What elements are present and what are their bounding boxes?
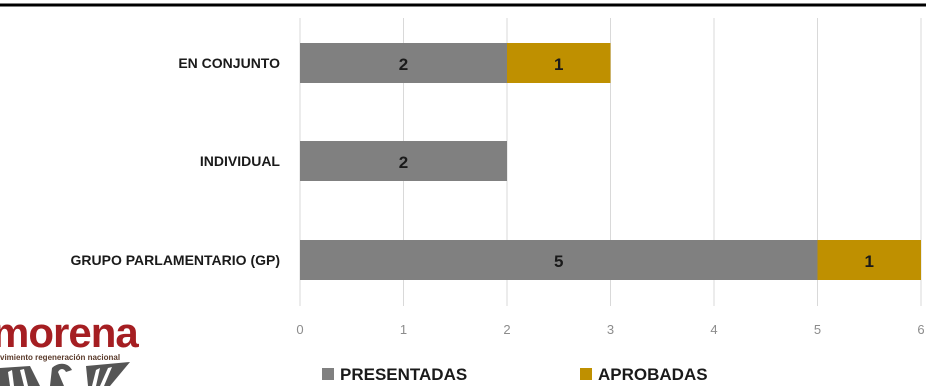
category-labels: EN CONJUNTO INDIVIDUAL GRUPO PARLAMENTARIO… <box>71 55 281 268</box>
legend-swatch <box>322 368 334 380</box>
x-tick-labels: 0 1 2 3 4 5 6 <box>296 322 924 337</box>
x-tick-label: 5 <box>814 322 821 337</box>
legend-label: PRESENTADAS <box>340 365 467 384</box>
bar-value-label: 2 <box>399 153 408 172</box>
category-label: INDIVIDUAL <box>200 153 281 169</box>
bar-presentadas <box>300 43 507 83</box>
x-tick-label: 1 <box>400 322 407 337</box>
logo-name: morena <box>0 309 139 356</box>
x-tick-label: 2 <box>503 322 510 337</box>
x-tick-label: 6 <box>917 322 924 337</box>
bars: 2 1 2 5 1 <box>300 43 921 280</box>
bar-value-label: 5 <box>554 252 563 271</box>
logo-tagline: movimiento regeneración nacional <box>0 353 120 362</box>
bar-value-label: 2 <box>399 55 408 74</box>
bar-value-label: 1 <box>554 55 563 74</box>
bar-aprobadas <box>817 240 921 280</box>
bar-presentadas <box>300 240 818 280</box>
eagle-emblem-icon <box>0 362 130 386</box>
category-label: EN CONJUNTO <box>178 55 280 71</box>
morena-logo: morena movimiento regeneración nacional <box>0 309 140 386</box>
x-tick-label: 4 <box>710 322 717 337</box>
x-tick-label: 3 <box>607 322 614 337</box>
legend-label: APROBADAS <box>598 365 708 384</box>
legend-swatch <box>580 368 592 380</box>
legend: PRESENTADAS APROBADAS <box>322 365 708 384</box>
bar-aprobadas <box>507 43 611 83</box>
x-tick-label: 0 <box>296 322 303 337</box>
bar-presentadas <box>300 141 507 181</box>
category-label: GRUPO PARLAMENTARIO (GP) <box>71 252 280 268</box>
bar-value-label: 1 <box>865 252 874 271</box>
